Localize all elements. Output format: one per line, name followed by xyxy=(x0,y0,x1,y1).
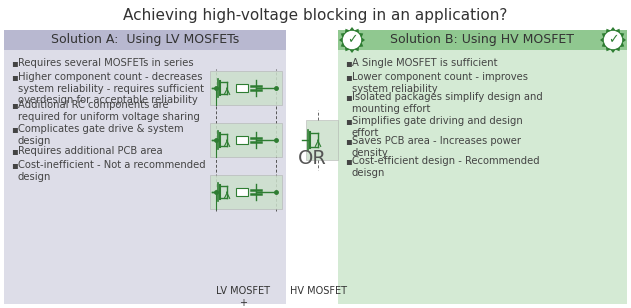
Text: ▪: ▪ xyxy=(345,72,351,82)
Text: ✓: ✓ xyxy=(608,34,618,47)
Text: Simplifies gate driving and design
effort: Simplifies gate driving and design effor… xyxy=(352,116,522,138)
Text: ✓: ✓ xyxy=(347,34,357,47)
Text: ▪: ▪ xyxy=(11,72,18,82)
FancyBboxPatch shape xyxy=(4,30,286,304)
Text: ▪: ▪ xyxy=(345,58,351,68)
Text: ▪: ▪ xyxy=(345,136,351,146)
Text: Cost-efficient design - Recommended
deisgn: Cost-efficient design - Recommended deis… xyxy=(352,156,540,178)
Text: A Single MOSFET is sufficient: A Single MOSFET is sufficient xyxy=(352,58,497,68)
Text: ▪: ▪ xyxy=(345,156,351,166)
Text: Higher component count - decreases
system reliability - requires sufficient
over: Higher component count - decreases syste… xyxy=(18,72,204,105)
Text: LV MOSFET
+
RC Element: LV MOSFET + RC Element xyxy=(215,286,271,308)
FancyBboxPatch shape xyxy=(338,30,627,304)
Text: ▪: ▪ xyxy=(11,100,18,110)
Circle shape xyxy=(604,31,622,48)
Text: ▪: ▪ xyxy=(11,58,18,68)
FancyBboxPatch shape xyxy=(210,71,282,105)
FancyBboxPatch shape xyxy=(236,136,248,144)
Text: ▪: ▪ xyxy=(11,146,18,156)
Text: Requires several MOSFETs in series: Requires several MOSFETs in series xyxy=(18,58,194,68)
Text: Solution B: Using HV MOSFET: Solution B: Using HV MOSFET xyxy=(391,34,574,47)
Text: Isolated packages simplify design and
mounting effort: Isolated packages simplify design and mo… xyxy=(352,92,543,114)
Text: Requires additional PCB area: Requires additional PCB area xyxy=(18,146,163,156)
Text: HV MOSFET: HV MOSFET xyxy=(290,286,346,296)
Text: Lower component count - improves
system reliability: Lower component count - improves system … xyxy=(352,72,528,94)
Text: OR: OR xyxy=(298,149,326,168)
Text: Solution A:  Using LV MOSFETs: Solution A: Using LV MOSFETs xyxy=(51,34,239,47)
Text: ▪: ▪ xyxy=(345,116,351,126)
FancyBboxPatch shape xyxy=(338,30,627,50)
FancyBboxPatch shape xyxy=(210,123,282,157)
Text: ▪: ▪ xyxy=(11,160,18,170)
FancyBboxPatch shape xyxy=(4,30,286,50)
Text: Cost-inefficient - Not a recommended
design: Cost-inefficient - Not a recommended des… xyxy=(18,160,206,182)
Text: ▪: ▪ xyxy=(11,124,18,134)
FancyBboxPatch shape xyxy=(306,120,338,160)
FancyBboxPatch shape xyxy=(210,175,282,209)
Text: ▪: ▪ xyxy=(345,92,351,102)
Polygon shape xyxy=(339,27,365,53)
Text: Additional RC components are
required for uniform voltage sharing: Additional RC components are required fo… xyxy=(18,100,200,122)
Text: Achieving high-voltage blocking in an application?: Achieving high-voltage blocking in an ap… xyxy=(123,8,508,23)
FancyBboxPatch shape xyxy=(236,188,248,196)
FancyBboxPatch shape xyxy=(236,84,248,92)
Circle shape xyxy=(343,31,360,48)
Polygon shape xyxy=(600,27,626,53)
Text: Complicates gate drive & system
design: Complicates gate drive & system design xyxy=(18,124,184,146)
Text: Saves PCB area - Increases power
density: Saves PCB area - Increases power density xyxy=(352,136,521,158)
